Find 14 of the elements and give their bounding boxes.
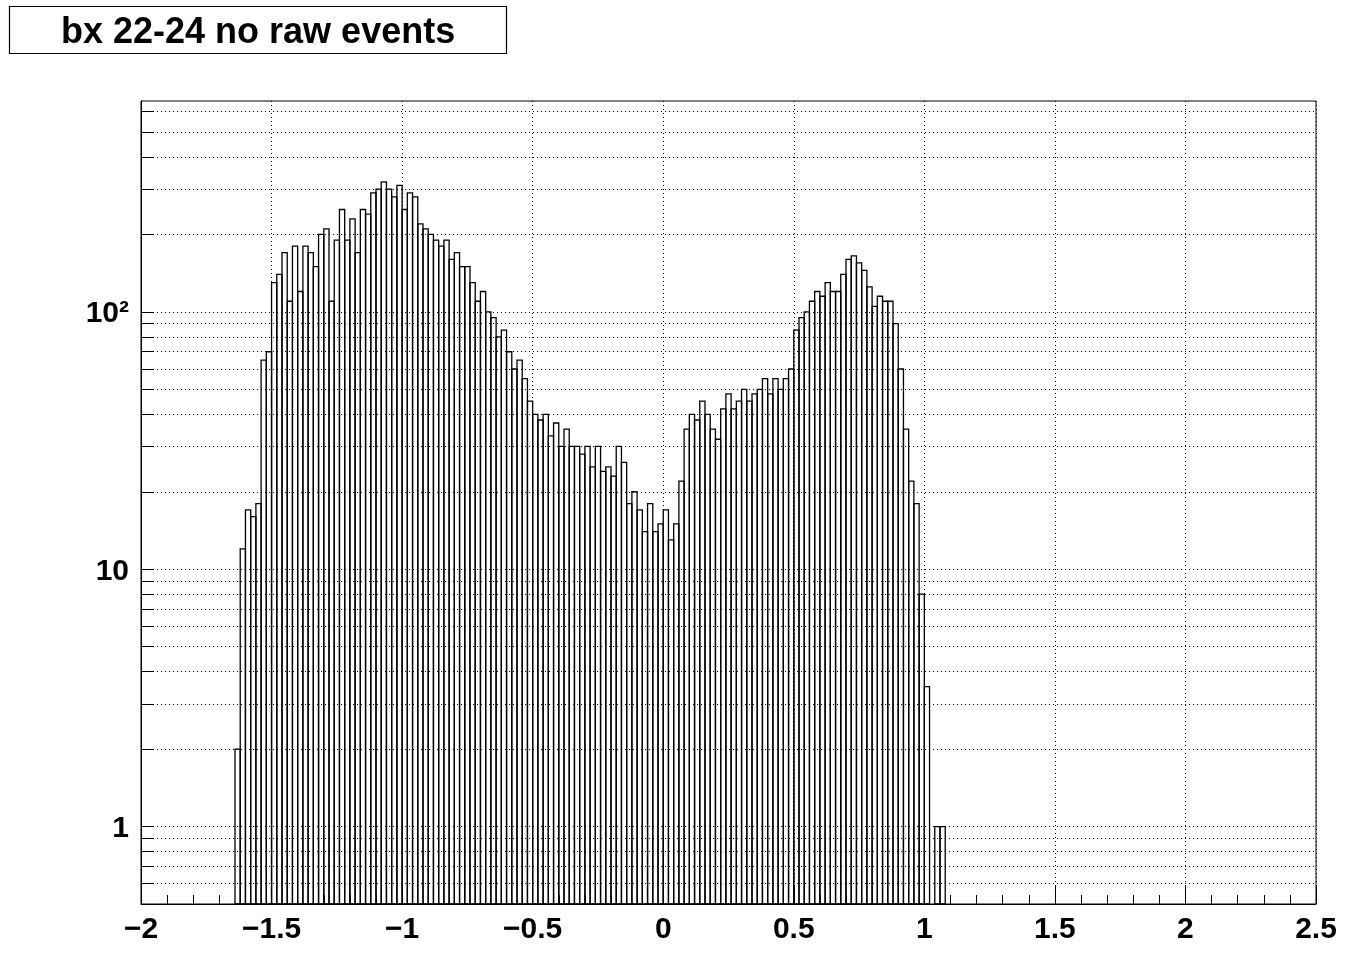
x-tick-label: 1 [915,910,933,944]
x-tick-label: 0 [654,910,672,944]
x-tick-label: 2 [1177,910,1194,944]
x-tick-label: 2.5 [1295,910,1337,944]
x-tick-label: 0.5 [772,910,815,944]
x-tick-label: −1 [385,910,420,944]
x-tick-label: 1.5 [1034,910,1076,944]
y-tick-label: 10² [85,295,130,329]
x-tick-label: −1.5 [241,910,302,944]
y-tick-label: 1 [112,810,129,844]
y-tick-label: 10 [95,552,129,586]
x-tick-label: −0.5 [503,910,563,944]
x-tick-label: −2 [123,910,159,944]
chart-title: bx 22-24 no raw events [61,9,456,51]
